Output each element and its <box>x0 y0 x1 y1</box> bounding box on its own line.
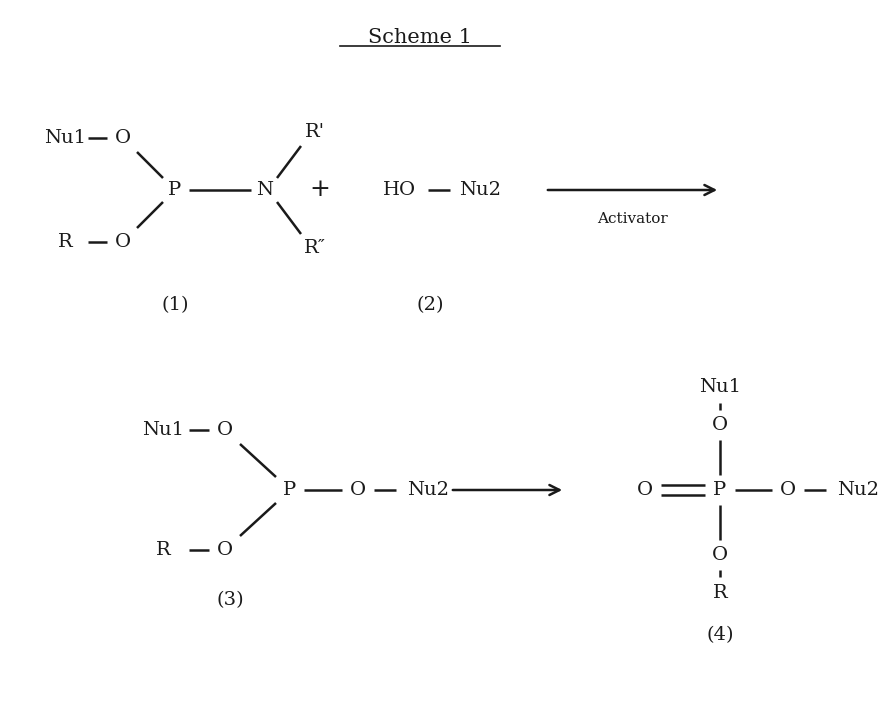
Text: O: O <box>114 129 131 147</box>
Text: Nu1: Nu1 <box>44 129 86 147</box>
Text: R″: R″ <box>304 239 325 257</box>
Text: (2): (2) <box>416 296 443 314</box>
Text: +: + <box>309 179 330 202</box>
Text: Nu2: Nu2 <box>407 481 449 499</box>
Text: O: O <box>779 481 795 499</box>
Text: (4): (4) <box>705 626 733 644</box>
Text: Nu2: Nu2 <box>836 481 878 499</box>
Text: O: O <box>216 421 232 439</box>
Text: Activator: Activator <box>596 212 667 226</box>
Text: R: R <box>712 584 727 602</box>
Text: (1): (1) <box>161 296 189 314</box>
Text: N: N <box>257 181 274 199</box>
Text: R: R <box>156 541 170 559</box>
Text: P: P <box>168 181 181 199</box>
Text: (3): (3) <box>216 591 243 609</box>
Text: R: R <box>57 233 72 251</box>
Text: O: O <box>711 546 727 564</box>
Text: P: P <box>713 481 726 499</box>
Text: HO: HO <box>383 181 416 199</box>
Text: Nu2: Nu2 <box>459 181 501 199</box>
Text: O: O <box>114 233 131 251</box>
Text: R': R' <box>305 123 325 141</box>
Text: O: O <box>711 416 727 434</box>
Text: Nu1: Nu1 <box>698 378 740 396</box>
Text: P: P <box>283 481 296 499</box>
Text: Nu1: Nu1 <box>142 421 184 439</box>
Text: O: O <box>637 481 653 499</box>
Text: O: O <box>350 481 366 499</box>
Text: O: O <box>216 541 232 559</box>
Text: Scheme 1: Scheme 1 <box>367 28 471 47</box>
